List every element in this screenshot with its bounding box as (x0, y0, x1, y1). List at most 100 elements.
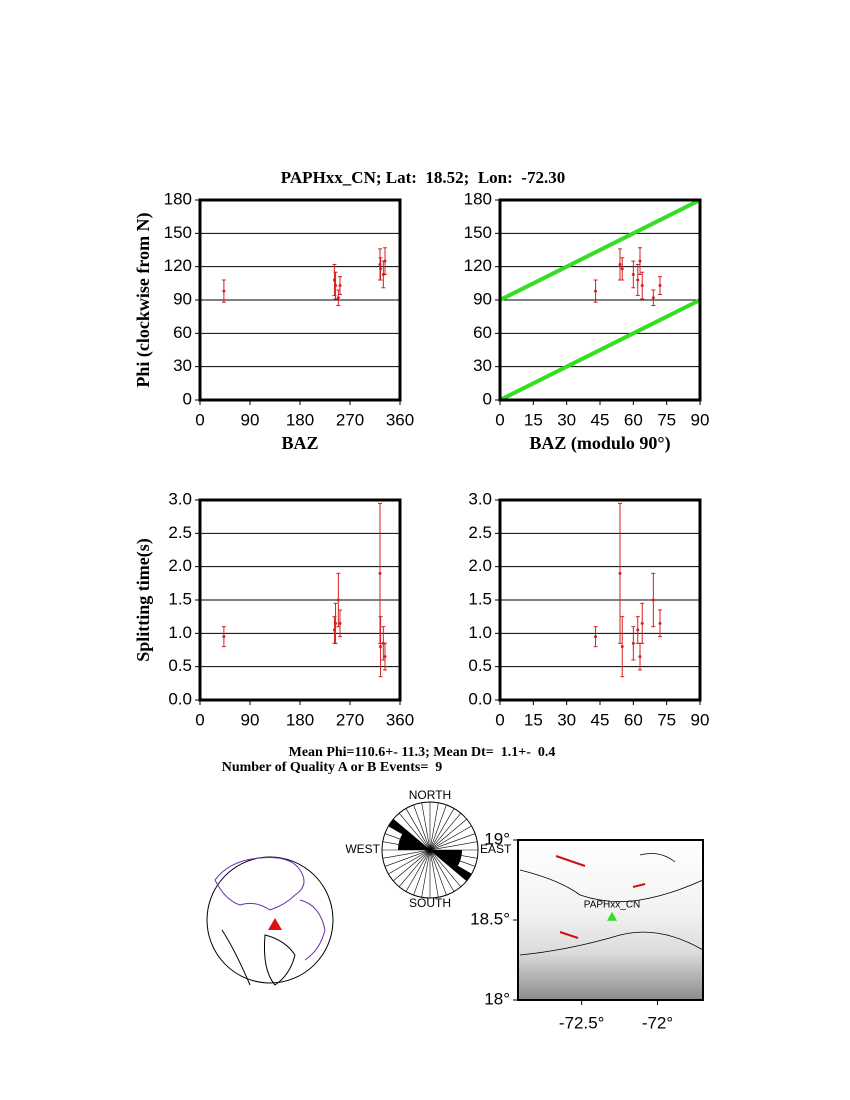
x-tick-label: 0 (495, 710, 504, 729)
data-point (383, 655, 387, 659)
data-point (620, 645, 624, 649)
x-tick-label: 0 (195, 710, 204, 729)
x-tick-label: 30 (557, 410, 576, 429)
coastline (519, 869, 704, 903)
data-point (651, 296, 655, 300)
data-point (631, 272, 635, 276)
plot-frame (198, 498, 402, 702)
y-tick-label: 180 (464, 189, 492, 208)
y-tick-label: 0 (483, 389, 492, 408)
mean-line: Mean Phi=110.6+- 11.3; Mean Dt= 1.1+- 0.… (289, 745, 556, 760)
plot-frame (498, 198, 702, 402)
rose-label: WEST (345, 842, 380, 856)
y-tick-label: 2.0 (468, 556, 492, 575)
x-tick-label: 270 (336, 710, 364, 729)
data-point (378, 571, 382, 575)
y-tick-label: 90 (473, 289, 492, 308)
data-point (636, 278, 640, 282)
x-tick-label: 360 (386, 710, 414, 729)
y-tick-label: 1.0 (168, 623, 192, 642)
figure-title: PAPHxx_CN; Lat: 18.52; Lon: -72.30 (281, 168, 565, 187)
x-tick-label: 15 (524, 410, 543, 429)
y-tick-label: 180 (164, 189, 192, 208)
data-point (594, 289, 598, 293)
y-tick-label: 3.0 (468, 489, 492, 508)
y-tick-label: 30 (473, 356, 492, 375)
x-tick-label: 90 (241, 410, 260, 429)
data-point (618, 262, 622, 266)
y-tick-label: 150 (464, 223, 492, 242)
x-tick-label: 45 (591, 410, 610, 429)
y-tick-label: 19° (484, 829, 510, 848)
y-tick-label: 120 (464, 256, 492, 275)
data-point (379, 645, 383, 649)
x-tick-label: 180 (286, 710, 314, 729)
x-tick-label: 30 (557, 710, 576, 729)
plot-frame (198, 198, 402, 402)
rose-label: EAST (480, 842, 512, 856)
rose-label: NORTH (409, 788, 451, 802)
x-tick-label: -72° (642, 1013, 673, 1032)
data-point (379, 267, 383, 271)
data-point (651, 598, 655, 602)
y-tick-label: 60 (173, 323, 192, 342)
y-tick-label: 1.5 (468, 589, 492, 608)
data-point (336, 598, 340, 602)
continent (214, 857, 305, 911)
y-tick-label: 18° (484, 989, 510, 1008)
coastline (639, 853, 676, 863)
data-point (640, 621, 644, 625)
y-axis-label: Phi (clockwise from N) (133, 212, 154, 387)
data-point (658, 621, 662, 625)
data-point (620, 267, 624, 271)
globe (206, 856, 334, 986)
globe-outline (206, 856, 334, 984)
data-point (338, 621, 342, 625)
continent (264, 934, 296, 986)
data-point (594, 635, 598, 639)
y-tick-label: 0.0 (468, 689, 492, 708)
x-tick-label: 90 (241, 710, 260, 729)
y-tick-label: 18.5° (470, 909, 510, 928)
y-tick-label: 0.5 (468, 656, 492, 675)
split-stick (632, 883, 646, 888)
continent (221, 929, 251, 986)
count-line: Number of Quality A or B Events= 9 (222, 760, 443, 775)
coastline (519, 931, 704, 956)
data-point (658, 284, 662, 288)
station-marker (607, 911, 618, 921)
y-tick-label: 90 (173, 289, 192, 308)
station-label: PAPHxx_CN (584, 899, 641, 910)
data-point (338, 284, 342, 288)
y-tick-label: 1.0 (468, 623, 492, 642)
x-tick-label: 60 (624, 710, 643, 729)
x-tick-label: 45 (591, 710, 610, 729)
data-point (638, 655, 642, 659)
y-tick-label: 30 (173, 356, 192, 375)
y-tick-label: 0 (183, 389, 192, 408)
split-sticks (555, 855, 646, 939)
reference-line (499, 298, 701, 402)
x-tick-label: 75 (657, 410, 676, 429)
continent (299, 899, 326, 961)
rose-petal (388, 819, 430, 850)
x-tick-label: 360 (386, 410, 414, 429)
x-tick-label: 180 (286, 410, 314, 429)
rose-spoke (421, 802, 439, 898)
split-stick (559, 931, 579, 939)
x-tick-label: 90 (691, 410, 710, 429)
rose-label: SOUTH (409, 896, 451, 910)
data-point (334, 284, 338, 288)
x-tick-label: -72.5° (559, 1013, 605, 1032)
data-point (336, 296, 340, 300)
x-tick-label: 0 (495, 410, 504, 429)
data-point (334, 621, 338, 625)
y-tick-label: 0.0 (168, 689, 192, 708)
y-axis-label: Splitting time(s) (133, 538, 154, 662)
split-stick (555, 855, 586, 867)
y-tick-label: 120 (164, 256, 192, 275)
data-point (618, 571, 622, 575)
x-tick-label: 75 (657, 710, 676, 729)
